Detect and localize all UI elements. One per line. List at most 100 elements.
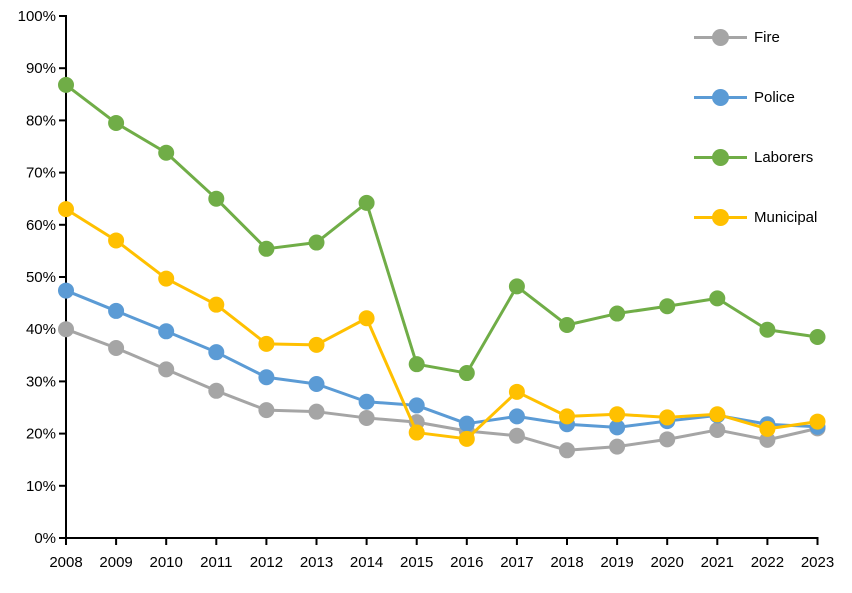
x-tick-label: 2012	[250, 554, 283, 571]
legend-item-fire: Fire	[694, 26, 817, 48]
x-tick-label: 2023	[801, 554, 834, 571]
marker-municipal-2022	[759, 420, 776, 437]
marker-police-2017	[508, 408, 525, 425]
legend-label: Fire	[754, 28, 780, 46]
marker-municipal-2012	[258, 335, 275, 352]
marker-police-2011	[208, 344, 225, 361]
y-tick-label: 30%	[26, 373, 56, 390]
marker-police-2019	[609, 419, 626, 436]
marker-municipal-2017	[508, 383, 525, 400]
marker-laborers-2012	[258, 240, 275, 257]
marker-police-2009	[108, 302, 125, 319]
marker-police-2008	[58, 282, 74, 299]
marker-laborers-2018	[559, 317, 575, 334]
marker-municipal-2013	[308, 336, 325, 353]
legend-series-marker-icon	[694, 88, 747, 106]
x-tick-label: 2008	[49, 554, 82, 571]
legend-label: Municipal	[754, 208, 818, 226]
marker-laborers-2020	[659, 298, 676, 315]
marker-laborers-2013	[308, 234, 325, 251]
marker-laborers-2016	[458, 365, 475, 382]
y-tick-label: 0%	[34, 530, 56, 547]
x-tick-label: 2009	[99, 554, 132, 571]
marker-police-2016	[458, 415, 475, 432]
marker-laborers-2023	[809, 329, 826, 346]
y-tick-label: 20%	[26, 426, 56, 443]
marker-laborers-2011	[208, 190, 225, 207]
x-tick-label: 2022	[751, 554, 784, 571]
y-tick-label: 80%	[26, 112, 56, 129]
marker-fire-2009	[108, 339, 125, 356]
marker-municipal-2016	[458, 430, 475, 447]
marker-laborers-2008	[58, 76, 74, 93]
legend-item-municipal: Municipal	[694, 206, 817, 228]
marker-fire-2019	[609, 438, 626, 455]
marker-fire-2013	[308, 403, 325, 420]
marker-laborers-2014	[358, 194, 375, 211]
marker-municipal-2023	[809, 413, 826, 430]
marker-municipal-2008	[58, 201, 74, 218]
legend-label: Police	[754, 88, 795, 106]
marker-laborers-2009	[108, 115, 125, 132]
marker-fire-2021	[709, 421, 726, 438]
x-tick-label: 2011	[200, 554, 232, 571]
x-tick-label: 2010	[150, 554, 183, 571]
marker-municipal-2021	[709, 406, 726, 423]
marker-municipal-2018	[559, 408, 575, 425]
marker-police-2013	[308, 376, 325, 393]
series-line-fire	[64, 327, 819, 452]
x-tick-label: 2021	[701, 554, 734, 571]
x-tick-label: 2020	[651, 554, 684, 571]
x-tick-label: 2014	[350, 554, 383, 571]
legend-item-police: Police	[694, 86, 817, 108]
marker-municipal-2019	[609, 406, 626, 423]
x-tick-label: 2015	[400, 554, 433, 571]
marker-police-2014	[358, 393, 375, 410]
marker-municipal-2014	[358, 310, 375, 327]
y-tick-label: 40%	[26, 321, 56, 338]
marker-fire-2020	[659, 431, 676, 448]
marker-municipal-2009	[108, 232, 125, 249]
marker-fire-2022	[759, 431, 776, 448]
y-tick-label: 70%	[26, 165, 56, 182]
y-tick-label: 100%	[18, 8, 56, 25]
y-tick-label: 50%	[26, 269, 56, 286]
marker-fire-2011	[208, 382, 225, 399]
marker-fire-2012	[258, 402, 275, 419]
marker-fire-2008	[58, 321, 74, 338]
series-line-municipal	[64, 207, 819, 441]
marker-laborers-2015	[408, 356, 425, 373]
y-tick-label: 90%	[26, 60, 56, 77]
marker-laborers-2022	[759, 321, 776, 338]
marker-laborers-2019	[609, 305, 626, 322]
legend-series-marker-icon	[694, 208, 747, 226]
marker-fire-2017	[508, 427, 525, 444]
x-tick-label: 2019	[600, 554, 633, 571]
x-tick-label: 2017	[500, 554, 533, 571]
legend-series-marker-icon	[694, 28, 747, 46]
marker-municipal-2020	[659, 409, 676, 426]
series-line-laborers	[64, 83, 819, 375]
series-line-police	[64, 289, 819, 429]
marker-police-2012	[258, 369, 275, 386]
marker-municipal-2011	[208, 296, 225, 313]
marker-laborers-2017	[508, 278, 525, 295]
x-tick-label: 2016	[450, 554, 483, 571]
legend-label: Laborers	[754, 148, 814, 166]
marker-municipal-2010	[158, 270, 175, 287]
marker-laborers-2010	[158, 144, 175, 161]
marker-municipal-2015	[408, 424, 425, 441]
legend-series-marker-icon	[694, 148, 747, 166]
marker-police-2015	[408, 397, 425, 414]
legend-item-laborers: Laborers	[694, 146, 817, 168]
y-tick-label: 10%	[26, 478, 56, 495]
marker-fire-2018	[559, 442, 575, 459]
marker-police-2010	[158, 323, 175, 340]
x-tick-label: 2018	[550, 554, 583, 571]
x-tick-label: 2013	[300, 554, 333, 571]
marker-laborers-2021	[709, 290, 726, 307]
marker-fire-2014	[358, 409, 375, 426]
marker-fire-2010	[158, 361, 175, 378]
